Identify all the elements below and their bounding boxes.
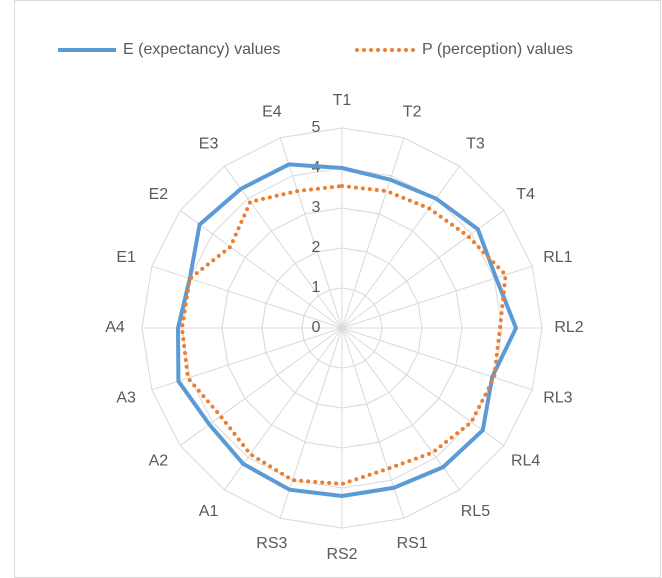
legend-label: E (expectancy) values bbox=[123, 41, 280, 58]
category-label: T3 bbox=[466, 136, 485, 153]
category-label: RS2 bbox=[326, 546, 357, 563]
category-label: RS1 bbox=[397, 535, 428, 552]
category-label: RL2 bbox=[554, 319, 583, 336]
category-label: RL1 bbox=[543, 249, 572, 266]
r-tick-label: 1 bbox=[312, 279, 321, 296]
series-line bbox=[180, 184, 508, 486]
category-label: A3 bbox=[116, 389, 136, 406]
spoke bbox=[279, 327, 343, 519]
spoke bbox=[224, 165, 343, 329]
category-label: A4 bbox=[105, 319, 125, 336]
spoke bbox=[179, 210, 343, 329]
category-label: T2 bbox=[403, 103, 422, 120]
r-tick-label: 0 bbox=[312, 319, 321, 336]
series-line bbox=[176, 162, 518, 498]
r-tick-label: 2 bbox=[312, 239, 321, 256]
category-label: RL3 bbox=[543, 389, 572, 406]
spoke bbox=[341, 327, 533, 391]
legend-label: P (perception) values bbox=[422, 41, 573, 58]
category-label: RL5 bbox=[461, 503, 490, 520]
category-label: RS3 bbox=[256, 535, 287, 552]
spoke bbox=[341, 265, 533, 329]
category-label: T1 bbox=[333, 92, 352, 109]
spoke bbox=[341, 137, 405, 329]
category-label: A1 bbox=[199, 503, 219, 520]
spoke bbox=[341, 327, 460, 491]
category-label: E1 bbox=[116, 249, 136, 266]
category-label: E4 bbox=[262, 103, 282, 120]
spoke bbox=[179, 327, 343, 446]
r-tick-label: 5 bbox=[312, 119, 321, 136]
category-label: T4 bbox=[516, 186, 535, 203]
spoke bbox=[151, 327, 343, 391]
spoke bbox=[341, 327, 505, 446]
spoke bbox=[151, 265, 343, 329]
spoke bbox=[341, 165, 460, 329]
r-tick-label: 3 bbox=[312, 199, 321, 216]
spoke bbox=[279, 137, 343, 329]
category-label: RL4 bbox=[511, 453, 540, 470]
category-label: E3 bbox=[199, 136, 219, 153]
category-label: A2 bbox=[149, 453, 169, 470]
category-label: E2 bbox=[149, 186, 169, 203]
